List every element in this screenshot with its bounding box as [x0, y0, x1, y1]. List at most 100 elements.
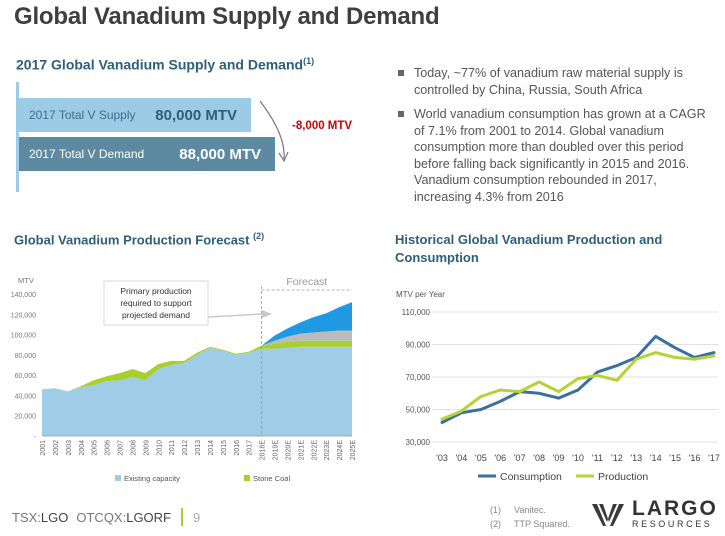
- historical-y-axis-label: MTV per Year: [396, 290, 445, 299]
- forecast-area-series-0: [42, 346, 352, 436]
- historical-series-line-production: [440, 351, 716, 421]
- logo-wordmark: LARGO: [632, 497, 718, 520]
- historical-y-tick-label: 90,000: [406, 341, 431, 350]
- forecast-area-series-2: [42, 330, 352, 392]
- demand-bar: 2017 Total V Demand 88,000 MTV: [19, 137, 275, 171]
- forecast-x-tick-label: 2021E: [298, 440, 305, 461]
- supply-demand-bracket: [16, 82, 19, 192]
- legend-label-existing-capacity: Existing capacity: [124, 474, 180, 483]
- forecast-x-tick-label: 2017: [247, 440, 254, 456]
- forecast-x-tick-label: 2022E: [311, 440, 318, 461]
- supply-demand-title: 2017 Global Vanadium Supply and Demand(1…: [16, 56, 314, 73]
- forecast-y-tick-label: -: [34, 434, 37, 441]
- footer-tickers: TSX: LGO OTCQX: LGORF 9: [12, 508, 200, 526]
- forecast-y-tick-label: 20,000: [15, 414, 37, 421]
- ticker-tsx: LGO: [40, 509, 69, 525]
- bullet-square-icon: [398, 111, 404, 117]
- bullet-list: Today, ~77% of vanadium raw material sup…: [396, 65, 716, 213]
- forecast-x-tick-label: 2009: [143, 440, 150, 456]
- historical-x-tick-label: '13: [630, 453, 642, 463]
- historical-series-line-consumption: [440, 334, 716, 424]
- forecast-x-tick-label: 2019E: [273, 440, 280, 461]
- historical-x-tick-label: '14: [650, 453, 662, 463]
- forecast-title: Global Vanadium Production Forecast (2): [14, 231, 264, 247]
- forecast-x-tick-label: 2004: [79, 440, 86, 456]
- forecast-x-tick-label: 2024E: [337, 440, 344, 461]
- historical-x-tick-label: '07: [514, 453, 526, 463]
- forecast-x-tick-label: 2008: [130, 440, 137, 456]
- historical-x-tick-label: '08: [533, 453, 545, 463]
- annotation-text: projected demand: [122, 310, 190, 320]
- bullet-item: World vanadium consumption has grown at …: [396, 106, 716, 205]
- forecast-title-text: Global Vanadium Production Forecast: [14, 232, 250, 248]
- supply-demand-title-text: 2017 Global Vanadium Supply and Demand: [16, 56, 304, 73]
- annotation-text: required to support: [120, 298, 192, 308]
- forecast-x-tick-label: 2025E: [350, 440, 357, 461]
- legend-swatch-existing-capacity: [115, 475, 121, 481]
- ticker-tsx-prefix: TSX:: [12, 509, 41, 525]
- forecast-x-tick-label: 2023E: [324, 440, 331, 461]
- forecast-x-tick-label: 2001: [40, 440, 47, 456]
- historical-chart: MTV per Year 30,000 50,000 70,000 90,000 110,…: [396, 290, 720, 483]
- company-logo: LARGO RESOURCES: [590, 497, 718, 530]
- legend-swatch-stone-coal: [244, 475, 250, 481]
- forecast-area-series-1: [42, 340, 352, 392]
- forecast-x-tick-label: 2012: [182, 440, 189, 456]
- historical-x-tick-label: '11: [592, 453, 603, 463]
- forecast-y-tick-label: 120,000: [11, 312, 36, 319]
- forecast-y-axis-label: MTV: [18, 276, 34, 285]
- forecast-x-tick-label: 2005: [92, 440, 99, 456]
- gap-label: -8,000 MTV: [292, 120, 353, 132]
- historical-y-tick-label: 30,000: [406, 438, 431, 447]
- footnotes: (1) Vanitec. (2) TTP Squared.: [490, 503, 570, 531]
- forecast-x-tick-label: 2015: [221, 440, 228, 456]
- forecast-x-tick-label: 2007: [118, 440, 125, 456]
- forecast-x-tick-label: 2020E: [285, 440, 292, 461]
- historical-y-tick-label: 70,000: [406, 373, 431, 382]
- historical-x-tick-label: '16: [689, 453, 701, 463]
- forecast-y-tick-label: 80,000: [15, 353, 37, 360]
- historical-x-tick-label: '17: [708, 453, 720, 463]
- historical-x-tick-label: '03: [436, 453, 448, 463]
- forecast-x-tick-label: 2003: [66, 440, 73, 456]
- footnote-ref-2: (2): [253, 231, 265, 241]
- legend-label-production: Production: [598, 471, 648, 483]
- footnote: (1) Vanitec.: [490, 503, 570, 517]
- footnote-number: (2): [490, 519, 501, 529]
- forecast-x-tick-label: 2013: [195, 440, 202, 456]
- historical-y-tick-label: 50,000: [406, 406, 431, 415]
- historical-x-tick-label: '09: [553, 453, 565, 463]
- wings-icon: [592, 503, 624, 526]
- supply-bar-value: 80,000 MTV: [155, 106, 237, 124]
- forecast-x-tick-label: 2002: [53, 440, 60, 456]
- historical-x-tick-label: '10: [572, 453, 584, 463]
- forecast-x-tick-label: 2018E: [260, 440, 267, 461]
- historical-x-tick-label: '12: [611, 453, 623, 463]
- annotation-arrow-line: [207, 313, 263, 318]
- page-number: 9: [193, 509, 201, 525]
- footnote: (2) TTP Squared.: [490, 517, 570, 531]
- logo-subtitle: RESOURCES: [632, 519, 713, 529]
- bullet-item: Today, ~77% of vanadium raw material sup…: [396, 65, 716, 98]
- historical-x-tick-label: '06: [494, 453, 506, 463]
- forecast-x-tick-label: 2006: [105, 440, 112, 456]
- historical-x-tick-label: '04: [456, 453, 468, 463]
- supply-bar: 2017 Total V Supply 80,000 MTV: [19, 98, 251, 132]
- footnote-text: TTP Squared.: [514, 519, 570, 529]
- forecast-x-tick-label: 2014: [208, 440, 215, 456]
- forecast-x-tick-label: 2011: [169, 440, 176, 455]
- forecast-y-tick-label: 40,000: [15, 393, 37, 400]
- historical-title: Historical Global Vanadium Production an…: [395, 232, 663, 265]
- bullet-text: Today, ~77% of vanadium raw material sup…: [414, 66, 683, 97]
- footnote-text: Vanitec.: [514, 505, 546, 515]
- ticker-otcqx: LGORF: [126, 509, 172, 525]
- page-title: Global Vanadium Supply and Demand: [14, 3, 440, 30]
- forecast-x-tick-label: 2010: [156, 440, 163, 456]
- forecast-y-tick-label: 60,000: [15, 373, 37, 380]
- bullet-square-icon: [398, 70, 404, 76]
- demand-bar-label: 2017 Total V Demand: [29, 147, 145, 161]
- historical-x-tick-label: '15: [669, 453, 681, 463]
- forecast-y-tick-label: 100,000: [11, 333, 36, 340]
- historical-y-tick-label: 110,000: [402, 308, 431, 317]
- footer-divider: [181, 508, 184, 526]
